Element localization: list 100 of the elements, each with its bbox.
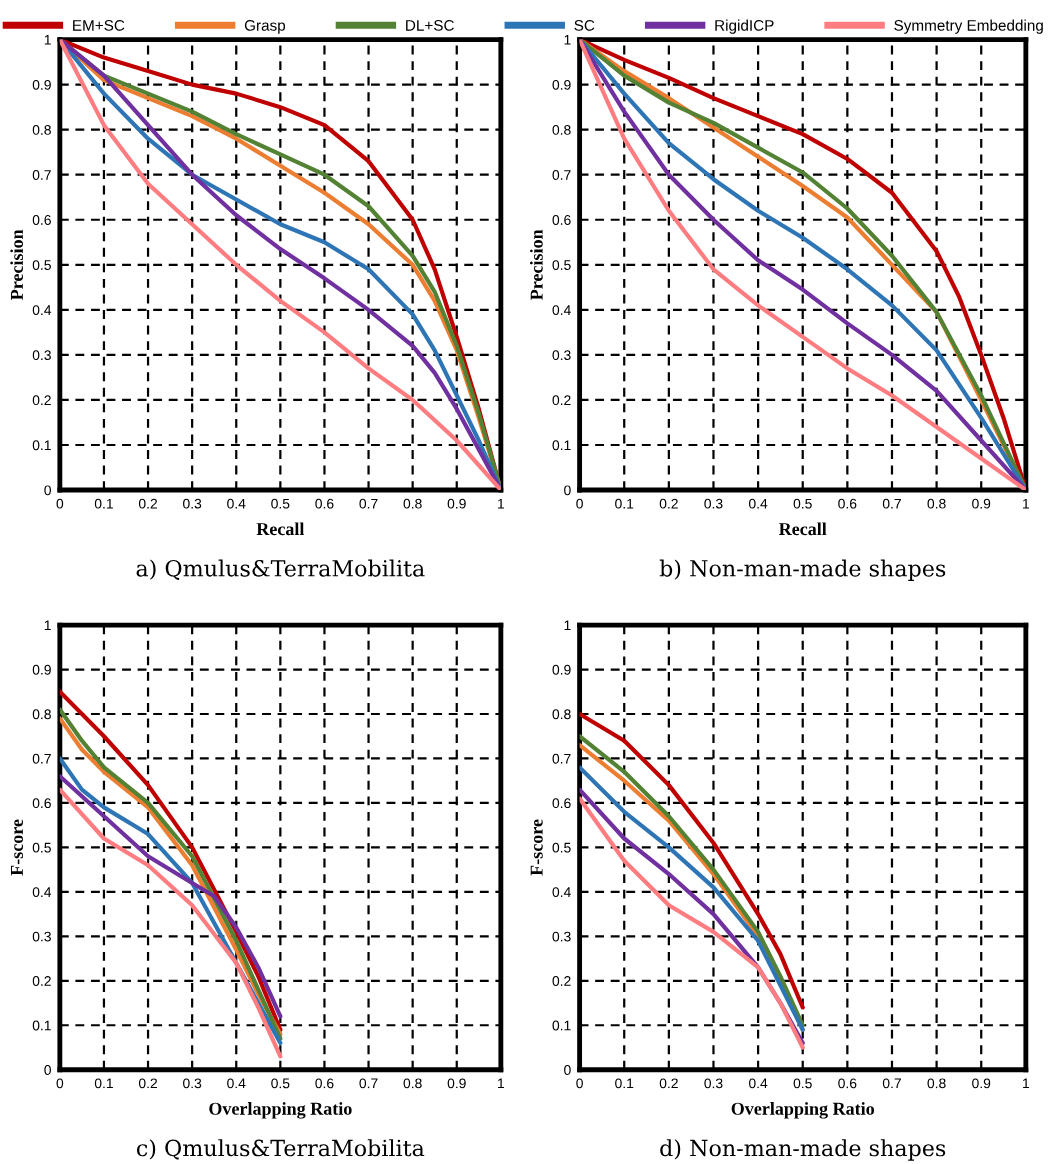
text: d) Non-man-made shapes bbox=[660, 1139, 946, 1161]
y-tick-label: 0 bbox=[564, 1065, 571, 1075]
x-axis-title: Overlapping Ratio bbox=[731, 1102, 875, 1119]
y-tick-label: 0.1 bbox=[552, 1020, 571, 1031]
legend-label: SC bbox=[574, 19, 595, 31]
x-axis-title: Overlapping Ratio bbox=[209, 1102, 352, 1119]
y-tick-label: 0.6 bbox=[552, 798, 571, 809]
x-tick-label: 0.9 bbox=[447, 498, 466, 509]
text: a) Qmulus&TerraMobilita bbox=[136, 559, 425, 580]
y-tick-label: 0.2 bbox=[552, 395, 571, 406]
y-tick-label: 1 bbox=[44, 35, 51, 45]
x-tick-label: 0.8 bbox=[927, 1078, 946, 1089]
x-tick-label: 0 bbox=[576, 498, 583, 509]
y-axis-title: Precision bbox=[530, 229, 543, 300]
y-tick-label: 0.7 bbox=[32, 753, 51, 764]
y-tick-label: 0.9 bbox=[32, 664, 51, 675]
x-tick-label: 0.7 bbox=[882, 498, 901, 509]
x-tick-label: 0.5 bbox=[793, 1078, 812, 1089]
x-tick-label: 0.5 bbox=[793, 498, 812, 509]
y-axis-title: F-score bbox=[10, 819, 23, 876]
x-tick-label: 0.3 bbox=[183, 498, 202, 509]
x-tick-label: 0.4 bbox=[748, 1078, 768, 1089]
x-tick-label: 0.3 bbox=[704, 498, 723, 509]
x-tick-label: 1 bbox=[498, 498, 505, 509]
x-tick-label: 0.8 bbox=[927, 498, 946, 509]
x-tick-label: 0.6 bbox=[315, 498, 334, 509]
x-tick-label: 0.5 bbox=[271, 498, 290, 509]
x-tick-label: 0.8 bbox=[403, 1078, 422, 1089]
y-tick-label: 1 bbox=[44, 620, 51, 631]
x-tick-label: 0.7 bbox=[359, 1078, 378, 1089]
x-axis-title: Recall bbox=[256, 522, 305, 536]
y-tick-label: 0 bbox=[564, 485, 571, 496]
text: b) Non-man-made shapes bbox=[659, 559, 946, 581]
y-tick-label: 1 bbox=[564, 620, 571, 631]
x-tick-label: 0.4 bbox=[748, 498, 768, 509]
x-tick-label: 0.2 bbox=[138, 1078, 158, 1089]
x-tick-label: 0.9 bbox=[972, 1078, 991, 1089]
y-tick-label: 0.6 bbox=[32, 215, 51, 225]
x-tick-label: 0.2 bbox=[659, 498, 678, 509]
x-tick-label: 0.1 bbox=[94, 498, 113, 509]
y-tick-label: 0.7 bbox=[552, 753, 571, 764]
x-tick-label: 0.7 bbox=[359, 498, 378, 509]
x-tick-label: 0.6 bbox=[838, 498, 857, 509]
y-tick-label: 0.6 bbox=[32, 798, 51, 809]
x-tick-label: 0.3 bbox=[183, 1078, 202, 1089]
x-tick-label: 0 bbox=[576, 1078, 583, 1089]
y-tick-label: 0 bbox=[44, 485, 51, 496]
x-tick-label: 0 bbox=[56, 1078, 64, 1089]
line-series bbox=[59, 774, 283, 1019]
y-tick-label: 0.2 bbox=[32, 395, 51, 406]
y-tick-label: 0.5 bbox=[32, 260, 51, 270]
x-tick-label: 0.7 bbox=[882, 1078, 901, 1089]
legend-label: RigidICP bbox=[715, 19, 774, 34]
y-tick-label: 0.9 bbox=[552, 664, 571, 675]
y-tick-label: 0.9 bbox=[32, 79, 51, 90]
x-tick-label: 0.2 bbox=[659, 1078, 678, 1089]
x-tick-label: 0.2 bbox=[138, 498, 158, 509]
legend-label: EM+SC bbox=[73, 19, 125, 31]
x-tick-label: 0.4 bbox=[227, 1078, 246, 1089]
legend-label: Grasp bbox=[244, 19, 286, 34]
y-tick-label: 0.1 bbox=[32, 1020, 51, 1031]
y-tick-label: 0.3 bbox=[552, 350, 571, 361]
y-tick-label: 1 bbox=[564, 35, 571, 45]
y-tick-label: 0.7 bbox=[32, 170, 51, 180]
y-tick-label: 0.4 bbox=[32, 887, 52, 898]
y-tick-label: 0.8 bbox=[552, 125, 571, 135]
y-tick-label: 0.5 bbox=[552, 842, 571, 853]
y-tick-label: 0.5 bbox=[32, 842, 51, 853]
x-tick-label: 0.8 bbox=[403, 498, 422, 509]
y-tick-label: 0.9 bbox=[552, 79, 571, 90]
y-tick-label: 0.1 bbox=[32, 440, 51, 451]
x-tick-label: 0.6 bbox=[315, 1078, 334, 1089]
y-tick-label: 0 bbox=[44, 1065, 51, 1075]
y-axis-title: Precision bbox=[10, 229, 23, 300]
x-tick-label: 0.3 bbox=[704, 1078, 723, 1089]
y-tick-label: 0.7 bbox=[552, 170, 571, 180]
x-tick-label: 1 bbox=[1023, 1078, 1030, 1089]
y-tick-label: 0.8 bbox=[552, 709, 571, 720]
y-tick-label: 0.3 bbox=[32, 931, 51, 942]
x-tick-label: 0 bbox=[56, 498, 64, 509]
y-tick-label: 0.3 bbox=[32, 350, 51, 361]
x-tick-label: 0.1 bbox=[94, 1078, 113, 1089]
x-tick-label: 1 bbox=[1023, 498, 1030, 509]
y-tick-label: 0.6 bbox=[552, 215, 571, 225]
x-tick-label: 0.9 bbox=[447, 1078, 466, 1089]
text: c) Qmulus&TerraMobilita bbox=[136, 1139, 425, 1160]
y-tick-label: 0.8 bbox=[32, 125, 51, 135]
x-tick-label: 1 bbox=[498, 1078, 505, 1089]
y-axis-title: F-score bbox=[530, 819, 543, 876]
x-axis-title: Recall bbox=[778, 522, 827, 536]
y-tick-label: 0.2 bbox=[32, 976, 51, 986]
y-tick-label: 0.4 bbox=[552, 305, 571, 316]
y-tick-label: 0.4 bbox=[32, 305, 52, 316]
legend-label: Symmetry Embedding bbox=[894, 19, 1043, 34]
line-series bbox=[59, 39, 501, 491]
y-tick-label: 0.4 bbox=[552, 887, 571, 898]
x-tick-label: 0.5 bbox=[271, 1078, 290, 1089]
y-tick-label: 0.2 bbox=[552, 976, 571, 986]
x-tick-label: 0.4 bbox=[227, 498, 246, 509]
x-tick-label: 0.1 bbox=[615, 1078, 634, 1089]
